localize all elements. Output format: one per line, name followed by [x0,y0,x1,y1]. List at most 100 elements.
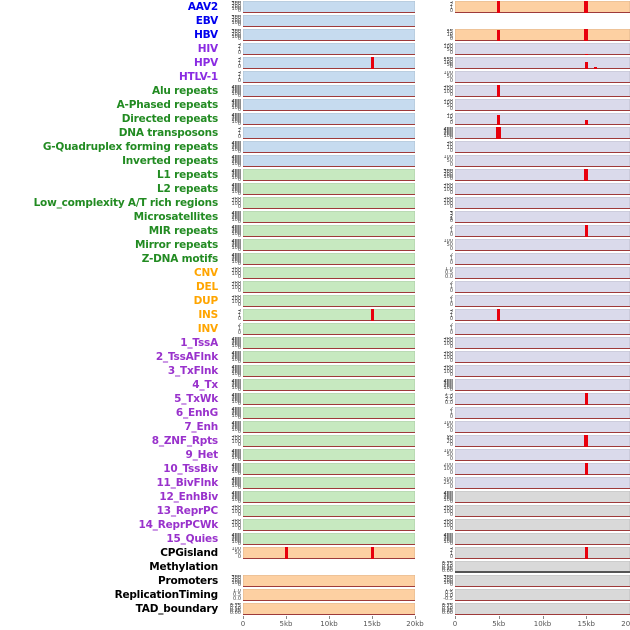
signal-baseline [243,82,415,83]
y-tick-label: 0 [237,329,241,335]
y-tick-label: 2 [237,72,241,78]
signal-baseline [243,460,415,461]
y-tick-label: 500 [443,477,453,482]
y-tick-label: 200 [231,536,241,543]
y-tick-label: 2 [449,407,453,412]
y-tick-label: 300 [231,492,241,499]
y-tick-label: 1.00 [441,603,453,607]
y-tick-label: 3 [237,71,241,75]
y-tick-label: 50 [446,423,453,430]
y-tick-label: 100 [443,89,453,95]
y-tick-label: 60 [446,435,453,439]
row-label: 12_EnhBiv [159,491,218,503]
right-track-panel [455,85,630,97]
y-tick-label: 200 [231,452,241,459]
track-row: DNA transposons 3 2 1 0 500 400 300 200 100 0 [0,126,630,140]
left-y-axis-ticks: 500 400 300 200 100 0 [218,393,243,405]
y-tick-label: 2 [449,2,453,8]
y-tick-label: 400 [231,449,241,455]
right-y-axis-ticks: 300 200 100 0 [415,183,455,195]
y-tick-label: 100 [231,160,241,167]
left-track-panel [243,393,415,405]
signal-baseline [455,250,630,251]
left-y-axis-ticks: 500 400 300 200 100 0 [218,211,243,223]
y-tick-label: 0 [237,162,241,167]
y-tick-label: 500 [231,141,241,145]
y-tick-label: 0.25 [441,565,453,572]
y-tick-label: 200 [231,466,241,473]
left-track-panel [243,365,415,377]
right-track-panel [455,239,630,251]
y-tick-label: 500 [231,379,241,383]
signal-baseline [243,544,415,545]
left-track-panel [243,295,415,307]
y-tick-label: 400 [231,211,241,217]
signal-baseline [243,306,415,307]
x-tick-label: 15kb [363,620,381,628]
right-y-axis-ticks: 30 20 10 0 [415,141,455,153]
y-tick-label: 100 [231,384,241,391]
y-tick-label: 0 [449,329,453,335]
y-tick-label: 300 [231,100,241,107]
y-tick-label: 300 [231,505,241,509]
y-tick-label: 200 [231,282,241,288]
y-tick-label: 15 [446,29,453,36]
y-tick-label: 150 [443,99,453,103]
x-axis-left: 0 5kb 10kb 15kb 20kb [241,616,424,630]
y-tick-label: 400 [231,99,241,105]
row-label: L2 repeats [157,183,218,195]
y-tick-label: 0 [449,120,453,126]
y-tick-label: 150 [443,57,453,64]
y-tick-label: 0 [237,442,241,448]
right-y-axis-ticks: 150 100 50 0 [415,99,455,111]
y-tick-label: 0 [237,498,241,503]
y-tick-label: 0 [449,218,453,223]
track-row: MIR repeats 500 400 300 200 100 0 2 1 0 [0,224,630,238]
y-tick-label: 0.75 [441,603,453,610]
y-tick-label: 1 [449,255,453,262]
y-tick-label: 500 [231,99,241,103]
y-tick-label: 1 [449,409,453,416]
right-track-panel [455,253,630,265]
signal-baseline [243,138,415,139]
y-tick-label: 0 [449,386,453,391]
signal-baseline [455,208,630,209]
y-tick-label: 500 [231,155,241,159]
y-tick-label: 0 [449,526,453,532]
y-tick-label: 0.00 [441,610,453,615]
signal-baseline [243,236,415,237]
y-tick-label: 400 [231,1,241,5]
left-track-panel [243,477,415,489]
y-tick-label: 400 [231,575,241,579]
y-tick-label: 200 [231,268,241,274]
y-tick-label: 200 [231,102,241,109]
left-track-panel [243,281,415,293]
left-track-panel [243,211,415,223]
y-tick-label: 0 [449,287,453,293]
row-label: MIR repeats [148,225,218,237]
y-tick-label: 0.0 [445,593,453,599]
y-tick-label: 200 [231,158,241,165]
track-row: ReplicationTiming 1.0 0.5 0.0 1.0 0.5 0.0 -0.5 [0,588,630,602]
y-tick-label: 100 [443,100,453,106]
y-tick-label: 300 [231,464,241,471]
y-tick-label: 100 [231,19,241,26]
axis-spacer [0,616,218,630]
track-row: 13_ReprPC 300 200 100 0 300 200 100 0 [0,504,630,518]
y-tick-label: 200 [443,352,453,358]
y-tick-label: 500 [443,379,453,383]
track-row: HPV 3 2 1 0 200 150 100 50 0 [0,56,630,70]
y-tick-label: 10 [446,145,453,151]
y-tick-label: 100 [231,5,241,12]
y-tick-label: 400 [231,463,241,469]
right-y-axis-ticks: 200 150 100 50 0 [415,57,455,69]
right-y-axis-ticks: 60 40 20 0 [415,435,455,447]
left-track-panel [243,239,415,251]
y-tick-label: 50 [446,157,453,164]
signal-baseline [243,54,415,55]
signal-spike [584,119,588,125]
y-tick-label: 0.5 [233,591,241,598]
y-tick-label: 400 [231,183,241,189]
